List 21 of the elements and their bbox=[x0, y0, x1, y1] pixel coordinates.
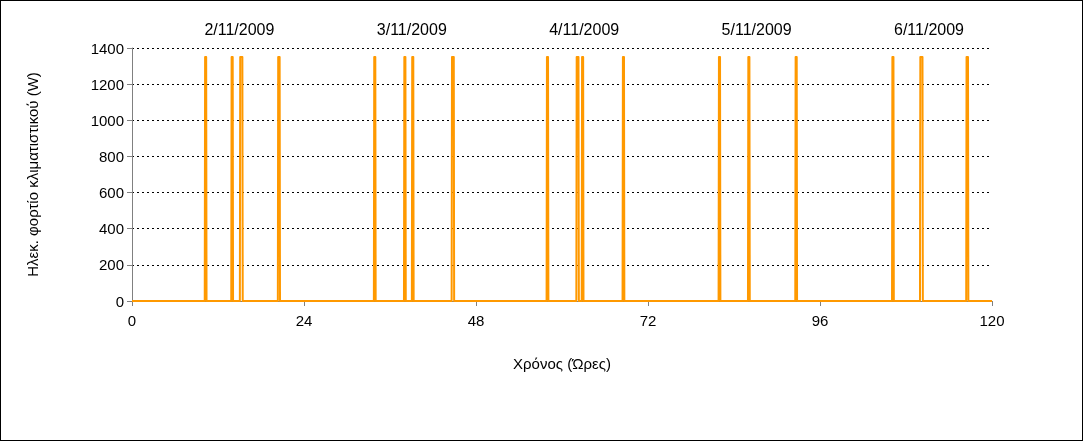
text: 5/11/2009 bbox=[721, 20, 792, 38]
x-axis-title: Χρόνος (Ώρες) bbox=[513, 355, 611, 372]
y-tick-label: 200 bbox=[98, 256, 124, 274]
y-tick-label: 1400 bbox=[90, 39, 124, 57]
text: 4/11/2009 bbox=[549, 20, 620, 38]
y-tick-label: 600 bbox=[98, 184, 124, 202]
x-tick-label: 0 bbox=[127, 312, 137, 329]
x-tick-label: 72 bbox=[639, 312, 657, 329]
y-tick-label: 800 bbox=[98, 147, 124, 165]
text: 2/11/2009 bbox=[204, 20, 275, 38]
y-tick-label: 1000 bbox=[90, 111, 124, 129]
text: 6/11/2009 bbox=[894, 20, 965, 38]
y-axis-title: Ηλεκ. φορτίο κλιματιστικού (W) bbox=[24, 72, 41, 277]
text: 3/11/2009 bbox=[376, 20, 447, 38]
x-tick-label: 96 bbox=[811, 312, 829, 329]
y-tick-label: 1200 bbox=[90, 75, 124, 93]
x-tick-label: 48 bbox=[467, 312, 485, 329]
y-tick-label: 0 bbox=[115, 292, 124, 310]
x-tick-label: 24 bbox=[295, 312, 313, 329]
y-tick-label: 400 bbox=[98, 220, 124, 238]
x-tick-label: 120 bbox=[979, 312, 1005, 329]
